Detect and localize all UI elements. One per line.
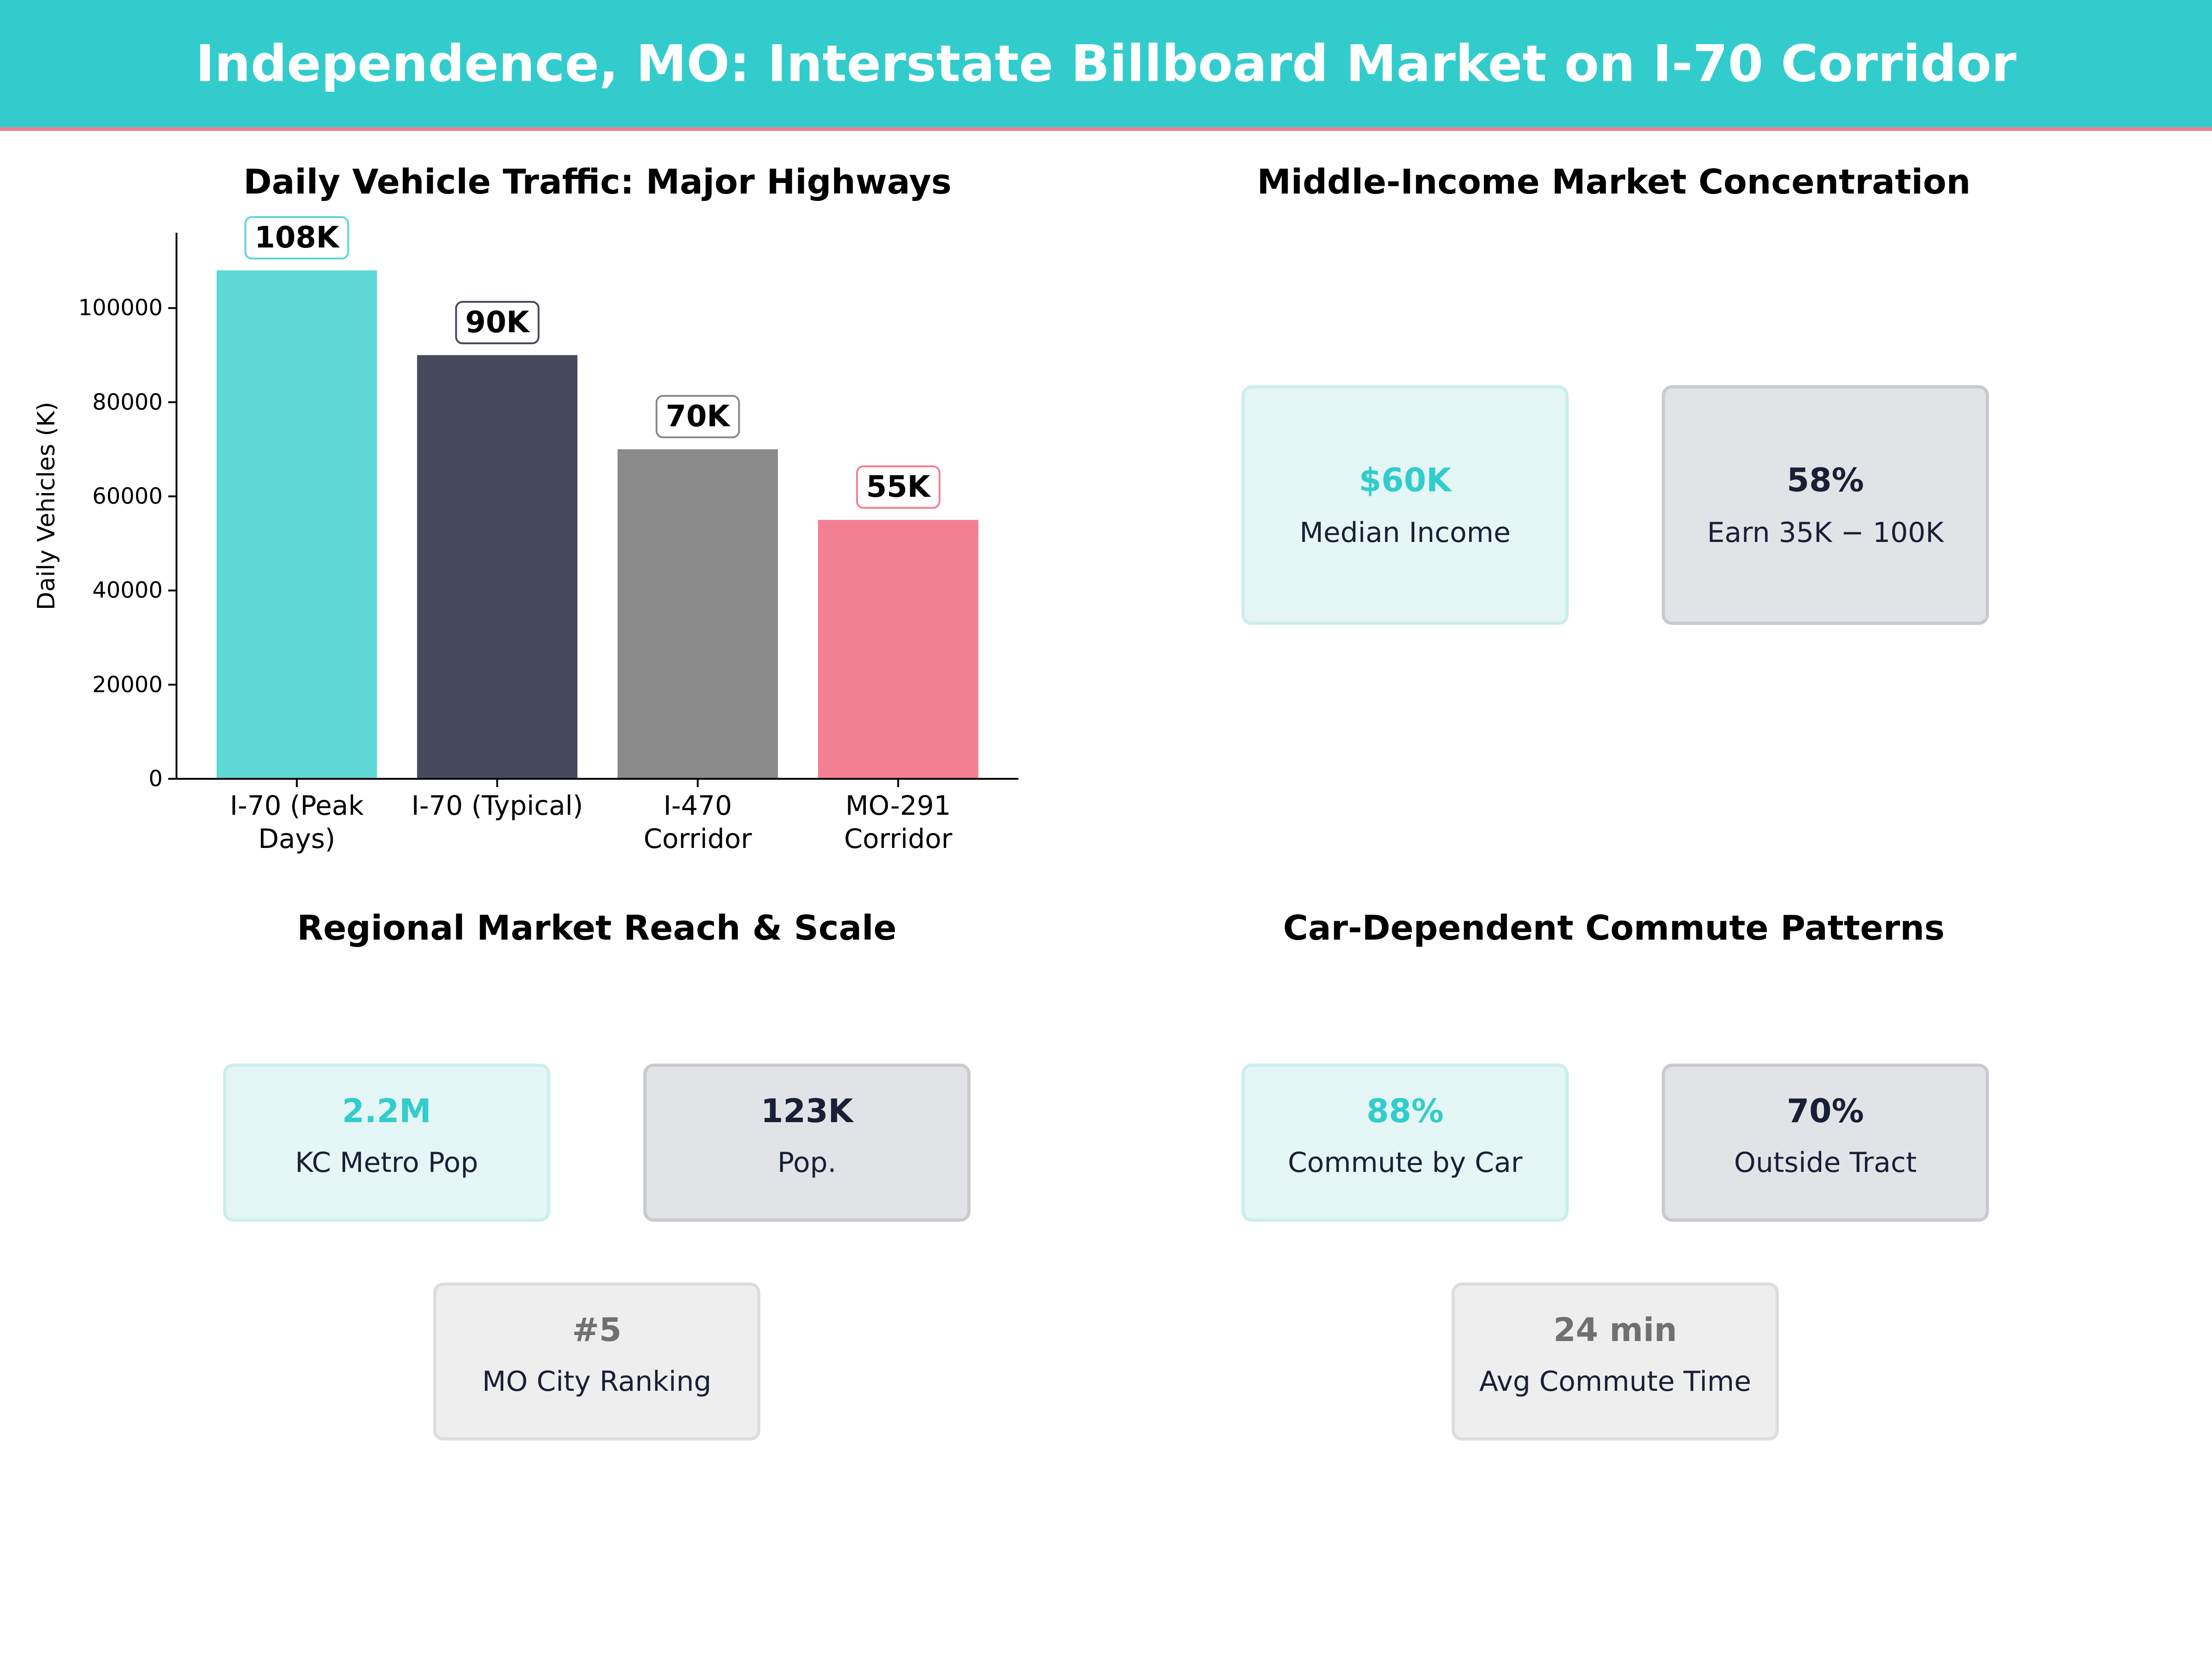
stat-label: Outside Tract bbox=[1734, 1147, 1917, 1179]
panel-title: Regional Market Reach & Scale bbox=[297, 908, 897, 948]
stat-value: #5 bbox=[572, 1311, 622, 1349]
bar bbox=[417, 355, 577, 779]
stat-card: 24 min Avg Commute Time bbox=[1452, 1282, 1779, 1441]
stat-value: 24 min bbox=[1553, 1311, 1677, 1349]
stat-card: 88% Commute by Car bbox=[1241, 1064, 1569, 1222]
stat-value: 70% bbox=[1787, 1092, 1864, 1130]
y-tick-label: 60000 bbox=[92, 483, 163, 510]
header bbox=[0, 0, 2212, 131]
stat-card: 58% Earn 35K − 100K bbox=[1662, 385, 1989, 625]
stat-label: Pop. bbox=[777, 1147, 836, 1179]
y-tick-label: 20000 bbox=[92, 671, 163, 698]
stat-card: $60K Median Income bbox=[1241, 385, 1569, 625]
stat-value: $60K bbox=[1359, 461, 1452, 499]
stat-card: 2.2M KC Metro Pop bbox=[223, 1064, 550, 1222]
bar bbox=[618, 449, 778, 779]
value-label: 90K bbox=[455, 300, 540, 344]
stat-value: 88% bbox=[1366, 1092, 1444, 1130]
y-tick-label: 0 bbox=[148, 766, 163, 792]
stat-label: MO City Ranking bbox=[482, 1365, 712, 1398]
stat-card: 123K Pop. bbox=[643, 1064, 971, 1222]
value-label: 108K bbox=[244, 216, 349, 259]
y-tick-label: 80000 bbox=[92, 389, 163, 415]
stat-label: Avg Commute Time bbox=[1479, 1365, 1752, 1398]
stat-label: KC Metro Pop bbox=[295, 1147, 478, 1179]
x-tick-label: I-70 (Peak Days) bbox=[229, 790, 364, 854]
stat-value: 58% bbox=[1787, 461, 1864, 499]
chart-title: Daily Vehicle Traffic: Major Highways bbox=[243, 162, 952, 202]
stat-value: 123K bbox=[760, 1092, 853, 1130]
stat-label: Commute by Car bbox=[1288, 1147, 1523, 1179]
stat-card: 70% Outside Tract bbox=[1662, 1064, 1989, 1222]
bar bbox=[217, 270, 377, 779]
bar bbox=[818, 520, 978, 779]
panel-title: Middle-Income Market Concentration bbox=[1257, 162, 1971, 202]
x-tick-label: I-470 Corridor bbox=[643, 790, 752, 854]
panel-title: Car-Dependent Commute Patterns bbox=[1283, 908, 1945, 948]
y-tick-label: 100000 bbox=[78, 295, 163, 321]
stat-label: Median Income bbox=[1299, 517, 1511, 549]
page-title: Independence, MO: Interstate Billboard M… bbox=[195, 34, 2017, 93]
stat-value: 2.2M bbox=[342, 1092, 431, 1130]
x-tick-label: MO-291 Corridor bbox=[844, 790, 953, 854]
y-axis-label: Daily Vehicles (K) bbox=[33, 401, 60, 610]
x-tick-label: I-70 (Typical) bbox=[411, 790, 583, 821]
value-label: 55K bbox=[856, 465, 941, 509]
stat-label: Earn 35K − 100K bbox=[1707, 517, 1944, 549]
value-label: 70K bbox=[655, 394, 740, 438]
y-tick-label: 40000 bbox=[92, 577, 163, 604]
stat-card: #5 MO City Ranking bbox=[433, 1282, 760, 1441]
